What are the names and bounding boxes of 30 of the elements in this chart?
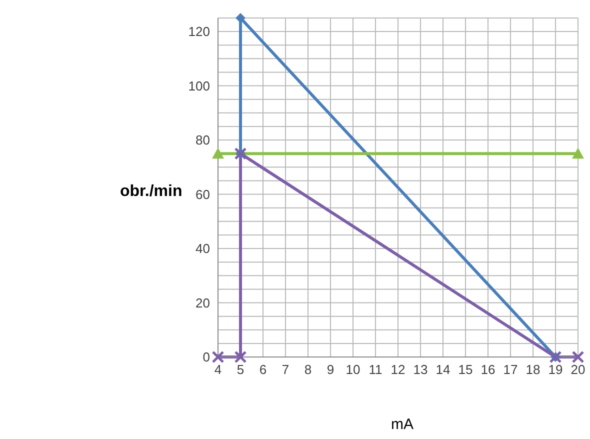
x-tick-label: 15	[458, 362, 473, 378]
x-tick-label: 16	[480, 362, 496, 378]
y-tick-label: 80	[196, 132, 210, 148]
y-tick-label: 20	[196, 295, 210, 310]
point	[236, 13, 246, 23]
x-tick-label: 6	[259, 362, 267, 378]
x-tick-label: 12	[390, 362, 406, 378]
point	[212, 350, 224, 364]
x-tick-label: 14	[436, 362, 450, 378]
x-tick-label: 5	[236, 362, 244, 378]
x-tick-label: 20	[570, 362, 586, 378]
x-tick-label: 18	[526, 362, 540, 378]
x-tick-label: 9	[326, 362, 334, 378]
y-tick-label: 100	[188, 78, 210, 94]
y-tick-label: 60	[196, 186, 210, 202]
y-tick-label: 120	[188, 24, 210, 40]
point	[234, 350, 247, 364]
x-tick-label: 7	[282, 362, 290, 378]
x-tick-label: 13	[413, 362, 428, 378]
x-tick-label: 11	[368, 362, 382, 378]
y-tick-label: 40	[196, 241, 210, 256]
x-tick-label: 19	[548, 362, 563, 378]
x-tick-label: 4	[214, 362, 222, 378]
x-tick-label: 17	[503, 362, 518, 378]
y-axis-title: obr./min	[120, 183, 182, 201]
point	[572, 350, 584, 364]
x-tick-label: 10	[346, 362, 360, 378]
y-tick-label: 0	[202, 350, 210, 365]
x-axis-title: mA	[391, 416, 414, 433]
x-tick-label: 8	[304, 362, 312, 378]
